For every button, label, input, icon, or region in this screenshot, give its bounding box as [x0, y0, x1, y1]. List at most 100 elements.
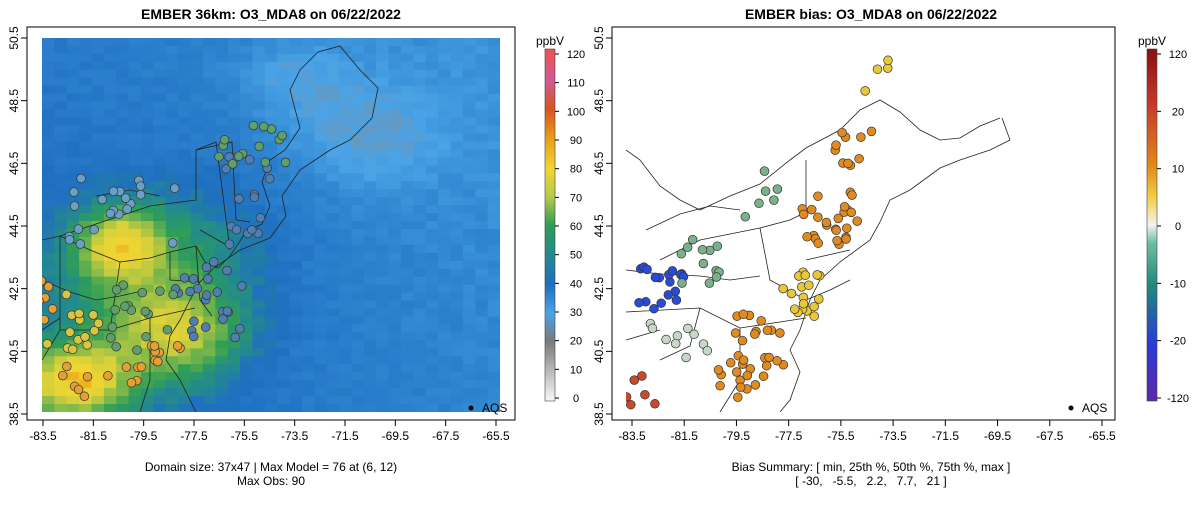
model-grid-cell	[289, 221, 303, 230]
model-grid-cell	[141, 101, 155, 111]
model-grid-cell	[190, 181, 204, 190]
model-grid-cell	[202, 364, 216, 373]
bias-observation-marker	[637, 371, 647, 381]
model-grid-cell	[277, 61, 291, 71]
model-grid-cell	[363, 332, 377, 341]
model-grid-cell	[116, 213, 130, 222]
model-grid-cell	[351, 77, 365, 87]
model-grid-cell	[425, 101, 439, 111]
aqs-observation-marker	[247, 225, 257, 235]
model-grid-cell	[103, 284, 117, 294]
model-grid-cell	[462, 141, 476, 151]
aqs-observation-marker	[64, 235, 75, 245]
model-grid-cell	[79, 117, 93, 127]
model-grid-cell	[450, 173, 464, 182]
x-tick-label: -69.5	[984, 429, 1012, 443]
bias-observation-marker	[813, 212, 823, 222]
model-grid-cell	[363, 221, 377, 230]
model-grid-cell	[178, 45, 192, 55]
model-grid-cell	[301, 364, 315, 373]
model-grid-cell	[388, 93, 402, 103]
model-grid-cell	[141, 221, 155, 230]
model-grid-cell	[450, 189, 464, 198]
model-grid-cell	[79, 260, 93, 270]
model-grid-cell	[103, 173, 117, 182]
model-grid-cell	[128, 284, 142, 294]
model-grid-cell	[277, 236, 291, 246]
model-grid-cell	[438, 133, 452, 143]
y-tick-label: 38.5	[7, 402, 21, 426]
model-grid-cell	[153, 364, 167, 373]
model-grid-cell	[475, 236, 489, 246]
model-grid-cell	[413, 356, 427, 365]
model-grid-cell	[116, 396, 130, 405]
model-grid-cell	[289, 292, 303, 302]
aqs-observation-marker	[248, 120, 259, 131]
model-grid-cell	[462, 69, 476, 79]
model-grid-cell	[462, 157, 476, 166]
model-grid-cell	[438, 404, 452, 412]
model-grid-cell	[339, 260, 353, 270]
model-grid-cell	[388, 165, 402, 174]
model-grid-cell	[314, 364, 328, 373]
model-grid-cell	[215, 101, 229, 111]
model-grid-cell	[116, 244, 130, 254]
model-grid-cell	[351, 404, 365, 412]
aqs-observation-marker	[230, 332, 240, 343]
model-grid-cell	[252, 117, 266, 127]
model-grid-cell	[190, 348, 204, 357]
model-grid-cell	[462, 332, 476, 341]
model-grid-cell	[475, 181, 489, 190]
model-grid-cell	[301, 165, 315, 174]
model-grid-cell	[450, 101, 464, 111]
model-grid-cell	[116, 316, 130, 326]
model-grid-cell	[66, 292, 80, 302]
model-grid-cell	[450, 316, 464, 326]
model-grid-cell	[351, 236, 365, 246]
model-grid-cell	[202, 181, 216, 190]
model-grid-cell	[116, 93, 130, 103]
model-grid-cell	[475, 292, 489, 302]
model-grid-cell	[326, 372, 340, 381]
model-grid-cell	[215, 300, 229, 310]
aqs-observation-marker	[89, 325, 100, 336]
model-grid-cell	[277, 53, 291, 63]
model-grid-cell	[462, 396, 476, 405]
model-grid-cell	[153, 396, 167, 405]
model-grid-cell	[339, 316, 353, 326]
y-tick-label: 48.5	[7, 89, 21, 113]
model-grid-cell	[116, 260, 130, 270]
model-grid-cell	[400, 348, 414, 357]
bias-observation-marker	[761, 360, 772, 371]
model-grid-cell	[400, 149, 414, 158]
model-grid-cell	[351, 364, 365, 373]
aqs-observation-marker	[231, 224, 242, 235]
model-grid-cell	[103, 197, 117, 206]
model-grid-cell	[277, 388, 291, 397]
model-grid-cell	[388, 236, 402, 246]
model-grid-cell	[487, 388, 500, 397]
model-grid-cell	[462, 260, 476, 270]
model-grid-cell	[153, 149, 167, 158]
model-grid-cell	[326, 181, 340, 190]
model-grid-cell	[339, 308, 353, 318]
x-tick-label: -71.5	[932, 429, 960, 443]
model-grid-cell	[388, 205, 402, 214]
model-grid-cell	[128, 53, 142, 63]
model-grid-cell	[438, 149, 452, 158]
bias-observation-marker	[758, 371, 769, 381]
model-grid-cell	[103, 109, 117, 119]
model-grid-cell	[326, 364, 340, 373]
model-grid-cell	[277, 308, 291, 318]
right-coastline	[626, 99, 1011, 412]
model-grid-cell	[165, 332, 179, 341]
model-grid-cell	[376, 69, 390, 79]
model-grid-cell	[425, 244, 439, 254]
model-grid-cell	[227, 236, 241, 246]
bias-observation-marker	[702, 345, 713, 356]
model-grid-cell	[339, 348, 353, 357]
model-grid-cell	[153, 61, 167, 71]
model-grid-cell	[128, 197, 142, 206]
model-grid-cell	[227, 213, 241, 222]
model-grid-cell	[363, 77, 377, 87]
